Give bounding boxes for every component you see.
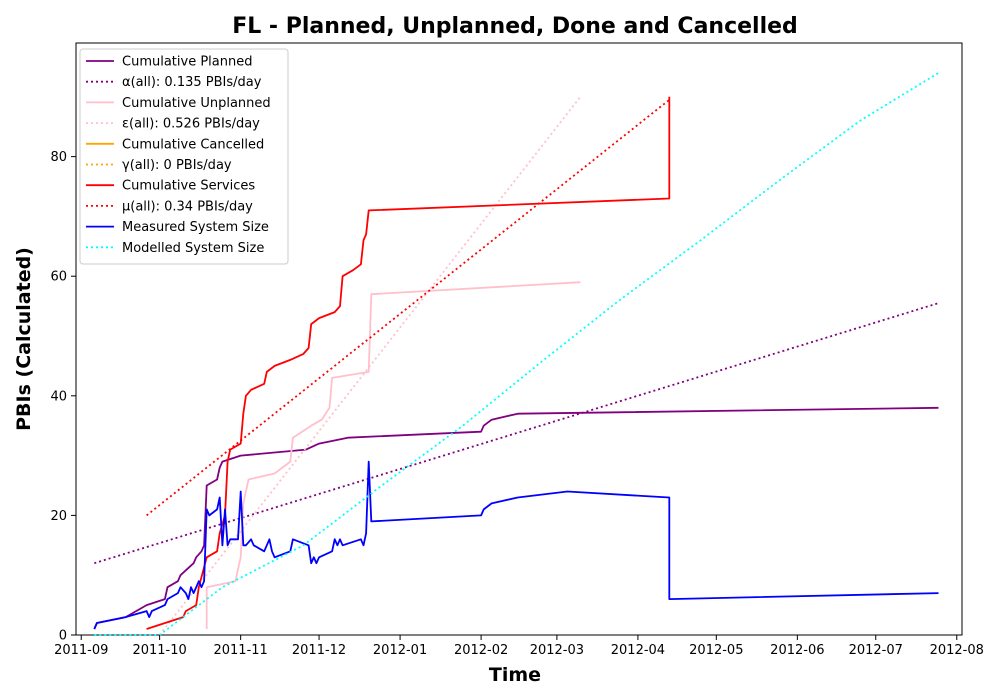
legend-entry: α(all): 0.135 PBIs/day: [122, 75, 262, 90]
legend-entry: Measured System Size: [122, 220, 269, 235]
y-axis: 0 20 40 60 80: [50, 150, 76, 643]
legend-entry: Cumulative Cancelled: [122, 137, 264, 152]
y-tick-label: 60: [50, 270, 67, 285]
legend-entry: Cumulative Unplanned: [122, 96, 271, 111]
legend: Cumulative Planned α(all): 0.135 PBIs/day…: [80, 49, 288, 264]
chart-title: FL - Planned, Unplanned, Done and Cancel…: [232, 14, 798, 39]
x-tick-label: 2011-09: [54, 643, 108, 658]
x-tick-label: 2012-06: [770, 643, 824, 658]
x-tick-label: 2012-08: [930, 643, 984, 658]
legend-entry: μ(all): 0.34 PBIs/day: [122, 199, 253, 214]
x-tick-label: 2012-07: [849, 643, 903, 658]
x-tick-label: 2012-05: [689, 643, 743, 658]
x-tick-label: 2012-01: [373, 643, 427, 658]
legend-entry: ε(all): 0.526 PBIs/day: [122, 117, 260, 132]
legend-entry: Modelled System Size: [122, 241, 264, 256]
y-tick-label: 40: [50, 389, 67, 404]
y-tick-label: 0: [59, 629, 67, 644]
x-tick-label: 2011-10: [132, 643, 186, 658]
x-tick-label: 2012-03: [530, 643, 584, 658]
legend-entry: Cumulative Services: [122, 179, 255, 194]
legend-entry: Cumulative Planned: [122, 55, 252, 70]
x-tick-label: 2011-11: [213, 643, 267, 658]
legend-entry: γ(all): 0 PBIs/day: [122, 158, 232, 173]
x-tick-label: 2012-04: [611, 643, 665, 658]
x-axis: 2011-09 2011-10 2011-11 2011-12 2012-01 2012-…: [54, 635, 984, 658]
y-axis-label: PBIs (Calculated): [13, 247, 35, 431]
x-axis-label: Time: [489, 664, 541, 686]
y-tick-label: 80: [50, 150, 67, 165]
x-tick-label: 2011-12: [292, 643, 346, 658]
x-tick-label: 2012-02: [454, 643, 508, 658]
y-tick-label: 20: [50, 509, 67, 524]
